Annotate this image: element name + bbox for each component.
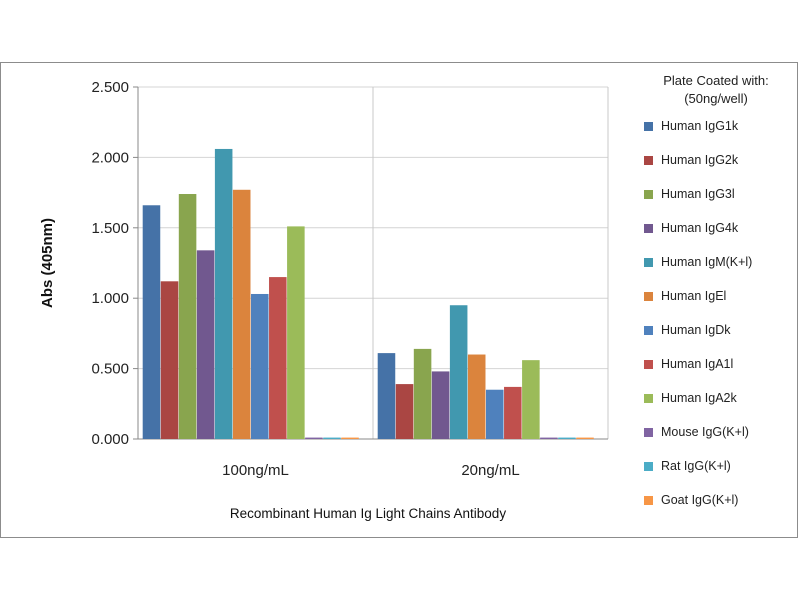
legend-item: Human IgA2k bbox=[644, 390, 737, 406]
legend-label: Rat IgG(K+l) bbox=[661, 459, 731, 473]
bar bbox=[576, 437, 594, 439]
legend-item: Mouse IgG(K+l) bbox=[644, 424, 749, 440]
legend-label: Human IgG1k bbox=[661, 119, 739, 133]
legend-swatch bbox=[644, 359, 653, 369]
legend-swatch bbox=[644, 291, 653, 301]
legend-label: Human IgG3l bbox=[661, 187, 735, 201]
legend-item: Human IgA1l bbox=[644, 356, 733, 372]
legend-label: Mouse IgG(K+l) bbox=[661, 425, 749, 439]
legend-title-line-2: (50ng/well) bbox=[684, 91, 748, 106]
bar bbox=[250, 293, 269, 439]
bar bbox=[540, 437, 558, 439]
x-tick-label: 100ng/mL bbox=[222, 462, 289, 479]
legend-item: Rat IgG(K+l) bbox=[644, 458, 731, 474]
legend-item: Human IgG4k bbox=[644, 220, 738, 236]
legend-item: Human IgG2k bbox=[644, 152, 738, 168]
bar bbox=[214, 148, 233, 439]
y-tick-label: 0.000 bbox=[91, 431, 129, 448]
bar bbox=[341, 437, 359, 439]
y-tick-label: 2.500 bbox=[91, 79, 129, 96]
legend-item: Human IgG1k bbox=[644, 118, 738, 134]
y-tick-label: 1.000 bbox=[91, 290, 129, 307]
bar bbox=[323, 437, 341, 439]
legend-label: Human IgDk bbox=[661, 323, 731, 337]
legend-label: Human IgA1l bbox=[661, 357, 734, 371]
legend-item: Human IgM(K+l) bbox=[644, 254, 752, 270]
bar bbox=[287, 226, 305, 439]
legend-swatch bbox=[644, 155, 653, 165]
bar bbox=[305, 437, 323, 439]
bar bbox=[377, 353, 396, 439]
legend-label: Human IgA2k bbox=[661, 391, 737, 405]
bar bbox=[413, 348, 432, 439]
legend-item: Human IgDk bbox=[644, 322, 730, 338]
x-tick-label: 20ng/mL bbox=[461, 462, 519, 479]
legend-swatch bbox=[644, 325, 653, 335]
legend-title-line-1: Plate Coated with: bbox=[663, 73, 769, 88]
bar bbox=[178, 194, 197, 439]
bar bbox=[431, 371, 450, 439]
bar bbox=[160, 281, 179, 439]
bar bbox=[142, 205, 161, 439]
bar bbox=[558, 437, 576, 439]
bar bbox=[485, 389, 504, 439]
legend-label: Human IgG2k bbox=[661, 153, 739, 167]
legend-item: Human IgEl bbox=[644, 288, 726, 304]
bar bbox=[269, 277, 287, 439]
bar bbox=[232, 189, 251, 439]
bar bbox=[196, 250, 215, 439]
legend-swatch bbox=[644, 393, 653, 403]
bar bbox=[449, 305, 468, 439]
y-axis-label: Abs (405nm) bbox=[39, 218, 56, 308]
legend-swatch bbox=[644, 461, 653, 471]
bar bbox=[467, 354, 486, 439]
y-tick-label: 1.500 bbox=[91, 220, 129, 237]
legend-item: Human IgG3l bbox=[644, 186, 735, 202]
legend-swatch bbox=[644, 189, 653, 199]
legend-label: Human IgG4k bbox=[661, 221, 739, 235]
legend-label: Goat IgG(K+l) bbox=[661, 493, 739, 507]
bar bbox=[395, 384, 414, 439]
legend-swatch bbox=[644, 121, 653, 131]
legend-swatch bbox=[644, 223, 653, 233]
y-tick-label: 0.500 bbox=[91, 361, 129, 378]
legend-swatch bbox=[644, 427, 653, 437]
bar bbox=[522, 360, 540, 439]
legend-title: Plate Coated with: (50ng/well) bbox=[632, 72, 800, 108]
legend-label: Human IgM(K+l) bbox=[661, 255, 753, 269]
legend-item: Goat IgG(K+l) bbox=[644, 492, 738, 508]
y-tick-label: 2.000 bbox=[91, 149, 129, 166]
legend-label: Human IgEl bbox=[661, 289, 727, 303]
bar bbox=[504, 386, 522, 439]
x-axis-label: Recombinant Human Ig Light Chains Antibo… bbox=[229, 506, 507, 521]
legend-swatch bbox=[644, 495, 653, 505]
legend-swatch bbox=[644, 257, 653, 267]
